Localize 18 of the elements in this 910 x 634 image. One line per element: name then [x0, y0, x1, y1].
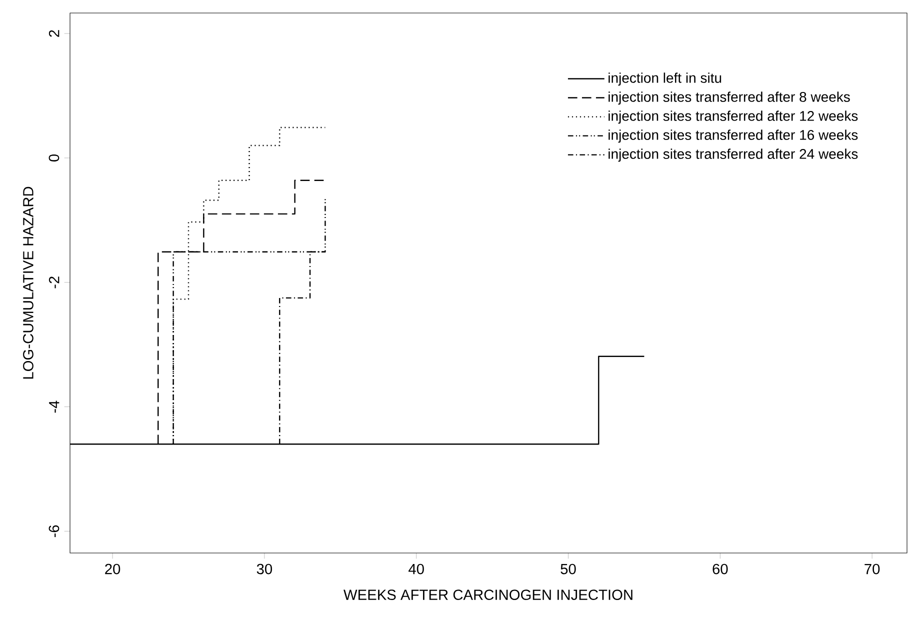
legend-label: injection sites transferred after 8 weeks [608, 92, 850, 105]
legend-label: injection sites transferred after 24 weeks [608, 148, 858, 162]
x-tick-label: 40 [408, 564, 424, 574]
y-tick-label: 0 [48, 154, 60, 162]
legend-label: injection sites transferred after 16 weeks [608, 130, 858, 143]
x-tick-label: 70 [864, 564, 880, 574]
x-tick-label: 30 [256, 564, 272, 574]
legend-label: injection left in situ [608, 72, 722, 86]
y-tick-label: -6 [48, 525, 60, 538]
x-tick-label: 60 [712, 564, 728, 574]
legend-label: injection sites transferred after 12 weeks [608, 110, 858, 124]
y-axis-title: LOG-CUMULATIVE HAZARD [23, 186, 34, 379]
x-axis-title: WEEKS AFTER CARCINOGEN INJECTION [344, 590, 632, 600]
y-tick-label: -2 [48, 276, 60, 288]
y-tick-label: -4 [49, 400, 60, 413]
x-tick-label: 50 [560, 564, 576, 574]
x-tick-label: 20 [105, 564, 120, 574]
y-tick-label: 2 [48, 30, 60, 37]
